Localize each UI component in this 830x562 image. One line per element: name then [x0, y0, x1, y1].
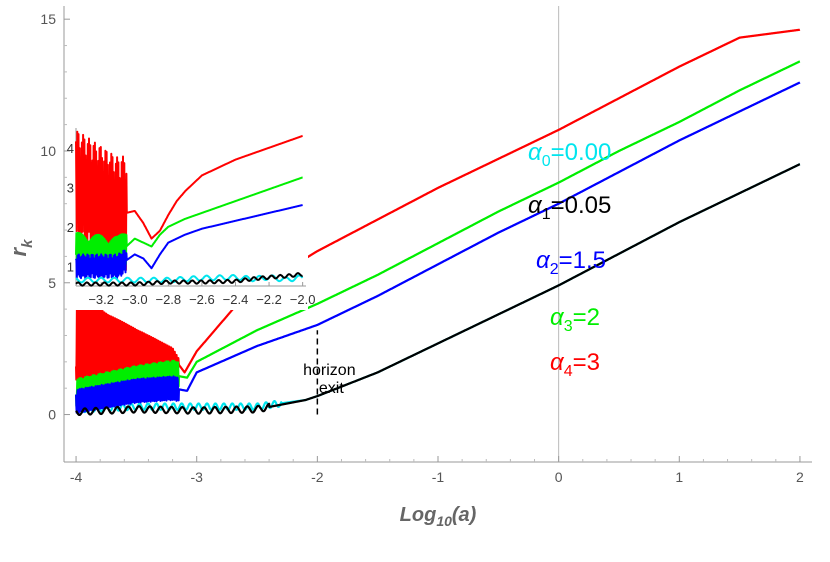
legend: α0=0.00 α1=0.05 α2=1.5 α3=2 α4=3	[528, 139, 611, 380]
inset-x-tick-label: −3.2	[88, 292, 114, 307]
inset-plot: −3.2 −3.0 −2.8 −2.6 −2.4 −2.2 −2.0 1 2 3 4	[67, 126, 316, 310]
inset-x-tick-label: −2.8	[155, 292, 181, 307]
inset-y-tick-label: 4	[67, 141, 74, 156]
inset-series-line-3	[75, 274, 304, 284]
inset-x-tick-label: −2.0	[290, 292, 316, 307]
inset-y-tick-label: 1	[67, 259, 74, 274]
y-axis-title: rk	[6, 239, 36, 257]
inset-y-tick-label: 2	[67, 220, 74, 235]
legend-entry-3: α3=2	[550, 304, 600, 335]
y-tick-label: 0	[48, 407, 56, 423]
inset-series-line-0	[75, 130, 304, 273]
y-tick-label: 10	[40, 143, 56, 159]
x-tick-label: -3	[190, 469, 203, 485]
inset-y-tick-label: 3	[67, 180, 74, 195]
x-tick-label: 1	[675, 469, 683, 485]
x-tick-label: -4	[70, 469, 83, 485]
main-series	[75, 28, 801, 416]
legend-entry-2: α2=1.5	[536, 247, 606, 278]
main-ticks: -4 -3 -2 -1 0 1 2 0 5 10 15	[40, 11, 804, 485]
legend-entry-0: α0=0.00	[528, 139, 611, 170]
y-tick-label: 15	[40, 11, 56, 27]
inset-x-tick-label: −2.4	[223, 292, 249, 307]
inset-x-tick-label: −2.6	[189, 292, 215, 307]
x-tick-label: 0	[555, 469, 563, 485]
x-tick-label: -1	[432, 469, 445, 485]
legend-entry-4: α4=3	[550, 349, 600, 380]
series-line-1	[75, 163, 801, 416]
inset-x-tick-label: −2.2	[256, 292, 282, 307]
series-line-4	[75, 28, 801, 381]
annotation-line2: exit	[319, 380, 344, 397]
x-tick-label: 2	[796, 469, 804, 485]
series-line-3	[75, 60, 801, 409]
inset-x-tick-label: −3.0	[122, 292, 148, 307]
annotation-line1: horizon	[303, 362, 355, 379]
inset-series-line-1	[75, 176, 304, 273]
series-line-2	[75, 81, 801, 414]
y-tick-label: 5	[48, 275, 56, 291]
inset-series-line-4	[75, 272, 304, 287]
x-axis-title: Log10(a)	[400, 504, 477, 529]
x-tick-label: -2	[311, 469, 324, 485]
inset-series-line-2	[75, 204, 304, 280]
legend-entry-1: α1=0.05	[528, 192, 611, 223]
